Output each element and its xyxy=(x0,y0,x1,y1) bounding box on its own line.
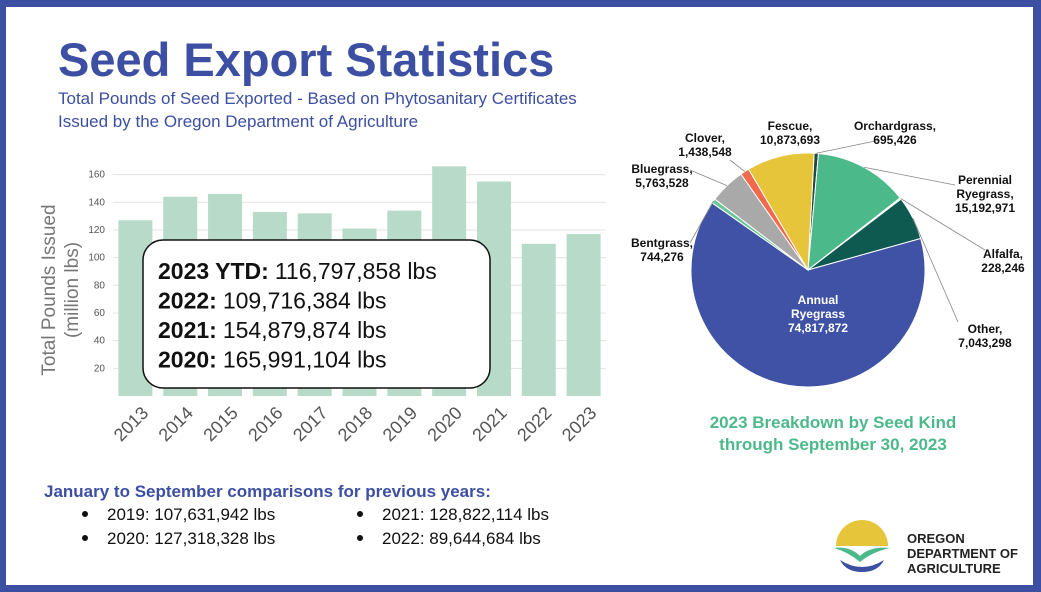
pie-label: Bentgrass, 744,276 xyxy=(631,236,693,264)
pie-category-line: Annual xyxy=(798,293,839,307)
callout-line: 2020: 165,991,104 lbs xyxy=(158,347,387,373)
pie-slice xyxy=(807,152,901,272)
callout-label: 2021: xyxy=(158,317,217,343)
pie-category: Annual Ryegrass xyxy=(791,293,845,321)
callout-label: 2022: xyxy=(158,288,217,314)
callout-value: 116,797,858 lbs xyxy=(275,258,437,284)
y-tick-label: 160 xyxy=(88,170,105,181)
logo-text: OREGON xyxy=(907,531,965,546)
pie-category: Bentgrass, xyxy=(631,236,693,250)
pie-category: Alfalfa, xyxy=(983,247,1023,261)
logo-sun xyxy=(836,520,888,546)
pie-category-line: Perennial xyxy=(958,173,1012,187)
leader-line xyxy=(729,159,745,172)
pie-label: Other, 7,043,298 xyxy=(958,322,1012,350)
y-tick-label: 60 xyxy=(94,308,106,319)
comparison-item: 2021: 128,822,114 lbs xyxy=(382,505,549,524)
y-axis-label: Total Pounds Issued xyxy=(39,204,60,375)
leader-line xyxy=(689,200,714,244)
pie-label: Clover, 1,438,548 xyxy=(678,131,732,159)
callout-line: 2023 YTD: 116,797,858 lbs xyxy=(158,258,437,284)
pie-category-line: Ryegrass, xyxy=(956,187,1013,201)
comparisons-heading: January to September comparisons for pre… xyxy=(44,482,491,501)
callout-value: 109,716,384 lbs xyxy=(223,288,387,314)
y-tick-label: 140 xyxy=(88,197,105,208)
bar xyxy=(521,243,556,396)
comparison-item: 2022: 89,644,684 lbs xyxy=(382,529,541,548)
leader-line xyxy=(900,198,986,251)
bar xyxy=(566,234,601,396)
leader-line xyxy=(863,166,956,186)
bullet xyxy=(357,511,363,517)
pie-title: through September 30, 2023 xyxy=(719,435,947,454)
pie-value-label: 15,192,971 xyxy=(955,201,1015,215)
pie-label: Fescue, 10,873,693 xyxy=(760,119,820,147)
subtitle: Total Pounds of Seed Exported - Based on… xyxy=(58,89,577,108)
logo: OREGON DEPARTMENT OF AGRICULTURE xyxy=(834,520,1018,576)
pie-value-label: 5,763,528 xyxy=(635,176,689,190)
pie-value-label: 744,276 xyxy=(640,250,684,264)
pie-category: Other, xyxy=(968,322,1003,336)
logo-text: AGRICULTURE xyxy=(907,561,1001,576)
pie-slice xyxy=(690,202,926,388)
pie-slice xyxy=(747,152,815,272)
callout-box xyxy=(142,239,491,389)
comparison-item: 2020: 127,318,328 lbs xyxy=(107,529,275,548)
title: Seed Export Statistics xyxy=(58,33,554,86)
pie-label: Annual Ryegrass 74,817,872 xyxy=(788,293,848,335)
callout-line: 2022: 109,716,384 lbs xyxy=(158,288,387,314)
pie-label: Orchardgrass, 695,426 xyxy=(854,119,936,147)
leader-line xyxy=(912,217,959,323)
y-tick-label: 100 xyxy=(88,253,105,264)
pie-category: Fescue, xyxy=(768,119,813,133)
y-tick-label: 120 xyxy=(88,225,105,236)
bullet xyxy=(82,511,88,517)
bullet xyxy=(357,535,363,541)
y-tick-label: 20 xyxy=(94,363,106,374)
pie-title: 2023 Breakdown by Seed Kind xyxy=(710,413,957,432)
pie-category: Bluegrass, xyxy=(631,162,692,176)
leader-line xyxy=(816,139,881,154)
logo-text: DEPARTMENT OF xyxy=(907,546,1018,561)
callout-value: 154,879,874 lbs xyxy=(223,317,387,343)
y-axis-label: (million lbs) xyxy=(62,242,83,338)
pie-value-label: 10,873,693 xyxy=(760,133,820,147)
comparison-item: 2019: 107,631,942 lbs xyxy=(107,505,275,524)
logo-leaf xyxy=(834,547,890,562)
bullet xyxy=(82,535,88,541)
pie-category-line: Ryegrass xyxy=(791,307,845,321)
pie-value-label: 74,817,872 xyxy=(788,321,848,335)
pie-value-label: 228,246 xyxy=(981,261,1025,275)
pie-value-label: 1,438,548 xyxy=(678,145,732,159)
pie-value-label: 7,043,298 xyxy=(958,336,1012,350)
callout-label: 2020: xyxy=(158,347,217,373)
callout-label: 2023 YTD: xyxy=(158,258,269,284)
pie-value-label: 695,426 xyxy=(873,133,917,147)
callout-line: 2021: 154,879,874 lbs xyxy=(158,317,387,343)
pie-label: Bluegrass, 5,763,528 xyxy=(631,162,692,190)
leader-line xyxy=(689,169,728,186)
pie-label: Alfalfa, 228,246 xyxy=(981,247,1025,275)
y-tick-label: 80 xyxy=(94,280,106,291)
logo-water xyxy=(840,560,884,572)
callout-value: 165,991,104 lbs xyxy=(223,347,387,373)
pie-category: Orchardgrass, xyxy=(854,119,936,133)
y-tick-label: 40 xyxy=(94,336,106,347)
pie-label: Perennial Ryegrass, 15,192,971 xyxy=(955,173,1015,215)
pie-category: Clover, xyxy=(685,131,725,145)
pie-category: Perennial Ryegrass, xyxy=(956,173,1013,201)
subtitle: Issued by the Oregon Department of Agric… xyxy=(58,112,418,131)
